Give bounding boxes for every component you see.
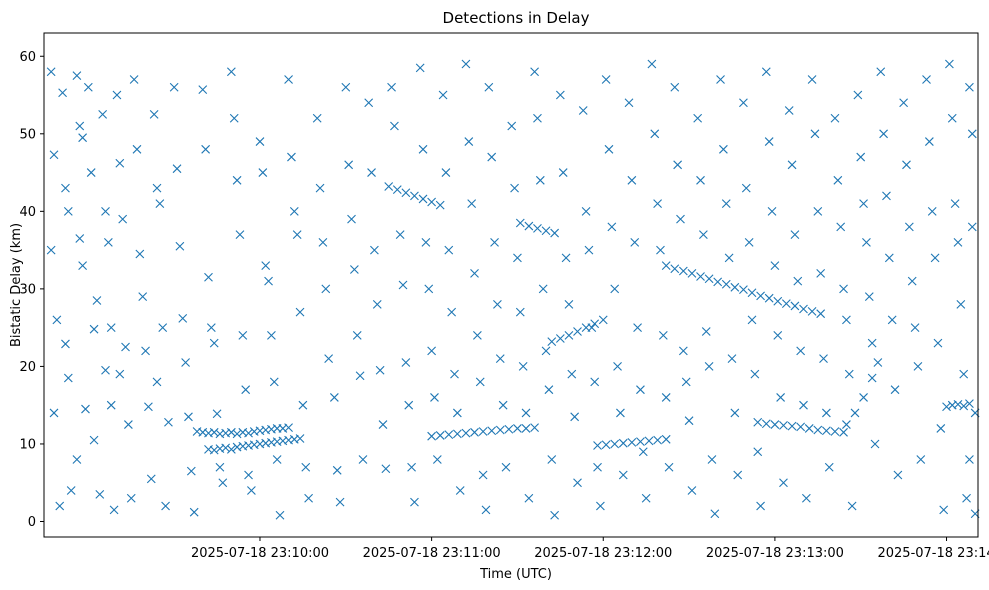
y-axis-label: Bistatic Delay (km) (9, 223, 24, 347)
chart-figure: Detections in Delay 2025-07-18 23:10:00 2… (0, 0, 989, 590)
x-axis-label: Time (UTC) (479, 567, 552, 582)
x-tick-label: 2025-07-18 23:12:00 (534, 546, 672, 561)
x-tick-label: 2025-07-18 23:10:00 (191, 546, 329, 561)
y-tick-label: 40 (19, 205, 36, 220)
y-tick-label: 60 (19, 50, 36, 65)
figure-background (0, 0, 989, 590)
y-tick-label: 0 (28, 515, 36, 530)
y-tick-label: 20 (19, 360, 36, 375)
x-tick-label: 2025-07-18 23:13:00 (706, 546, 844, 561)
y-tick-label: 50 (19, 127, 36, 142)
scatter-chart: Detections in Delay 2025-07-18 23:10:00 2… (0, 0, 989, 590)
x-tick-label: 2025-07-18 23:11:00 (363, 546, 501, 561)
y-tick-label: 10 (19, 437, 36, 452)
chart-title: Detections in Delay (443, 9, 590, 27)
x-tick-label: 2025-07-18 23:14:00 (877, 546, 989, 561)
